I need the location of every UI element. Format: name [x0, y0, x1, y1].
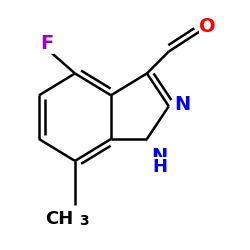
Text: CH: CH [45, 210, 74, 228]
Text: 3: 3 [79, 214, 88, 228]
Text: O: O [200, 17, 216, 36]
Text: F: F [40, 34, 54, 53]
Text: N: N [175, 95, 191, 114]
Text: N: N [151, 147, 168, 166]
Text: H: H [152, 158, 167, 176]
